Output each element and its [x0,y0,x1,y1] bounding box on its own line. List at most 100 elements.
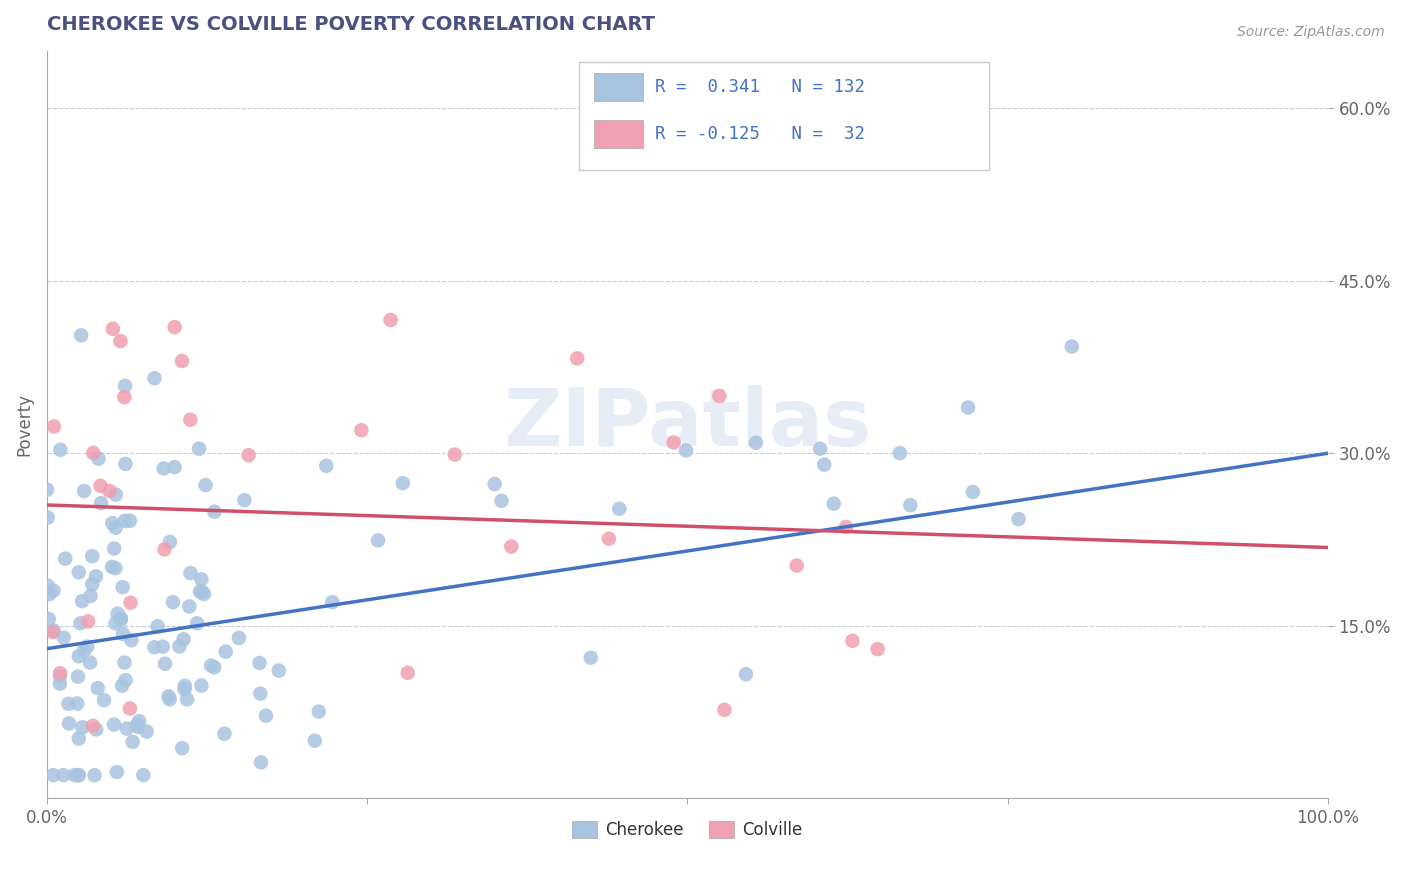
Point [114,514,136,528]
Point [173,682,195,697]
Point [179,566,201,580]
Point [675,443,697,458]
Point [143,640,166,655]
Text: ZIPatlas: ZIPatlas [503,385,872,464]
Point [153,542,176,557]
Point [308,705,330,719]
Y-axis label: Poverty: Poverty [15,393,32,456]
Point [70,594,93,608]
Point [321,595,343,609]
Point [607,501,630,516]
Point [238,448,260,462]
Point [190,573,212,587]
Point [118,701,141,715]
Point [84,723,107,737]
Point [713,703,735,717]
Point [105,765,128,780]
Point [82,549,104,563]
Point [501,540,523,554]
Point [215,645,238,659]
Point [157,690,180,704]
Point [125,718,148,732]
Point [841,633,863,648]
Point [101,560,124,574]
Point [76,640,98,654]
Point [111,580,134,594]
Point [114,673,136,687]
Point [228,631,250,645]
Point [111,679,134,693]
Point [114,457,136,471]
Point [179,599,201,614]
Point [190,679,212,693]
Point [176,692,198,706]
Point [250,756,273,770]
Point [173,679,195,693]
Point [146,619,169,633]
Point [42,768,65,782]
Point [350,423,373,437]
Point [63,768,86,782]
Point [188,442,211,456]
Point [89,479,111,493]
Point [159,692,181,706]
Point [104,521,127,535]
Point [813,458,835,472]
Point [67,649,90,664]
Point [87,681,110,695]
Point [132,768,155,782]
FancyBboxPatch shape [579,62,988,170]
Point [367,533,389,548]
Point [37,510,59,524]
Point [49,669,72,683]
Point [304,733,326,747]
Point [35,483,58,497]
Point [114,379,136,393]
Point [396,665,419,680]
Point [735,667,758,681]
Point [53,551,76,566]
Point [42,583,65,598]
Point [163,320,186,334]
Point [127,720,149,734]
Point [745,435,768,450]
Point [249,656,271,670]
Point [42,419,65,434]
Point [193,587,215,601]
Point [191,585,214,599]
Point [786,558,808,573]
Point [162,595,184,609]
Point [110,334,132,348]
Point [662,435,685,450]
Point [104,561,127,575]
Point [380,313,402,327]
FancyBboxPatch shape [593,72,643,101]
Point [112,627,135,641]
Point [66,697,89,711]
Point [898,498,921,512]
Point [186,616,208,631]
Point [103,717,125,731]
Point [962,485,984,500]
FancyBboxPatch shape [593,120,643,148]
Point [172,741,194,756]
Point [49,442,72,457]
Point [118,514,141,528]
Point [72,720,94,734]
Point [112,390,135,404]
Point [233,493,256,508]
Point [114,656,136,670]
Point [169,640,191,654]
Point [49,676,72,690]
Point [267,664,290,678]
Point [83,768,105,782]
Text: CHEROKEE VS COLVILLE POVERTY CORRELATION CHART: CHEROKEE VS COLVILLE POVERTY CORRELATION… [46,15,655,34]
Point [120,596,142,610]
Point [202,505,225,519]
Point [179,413,201,427]
Point [152,461,174,475]
Point [110,613,132,627]
Point [70,328,93,343]
Point [87,451,110,466]
Point [52,631,75,645]
